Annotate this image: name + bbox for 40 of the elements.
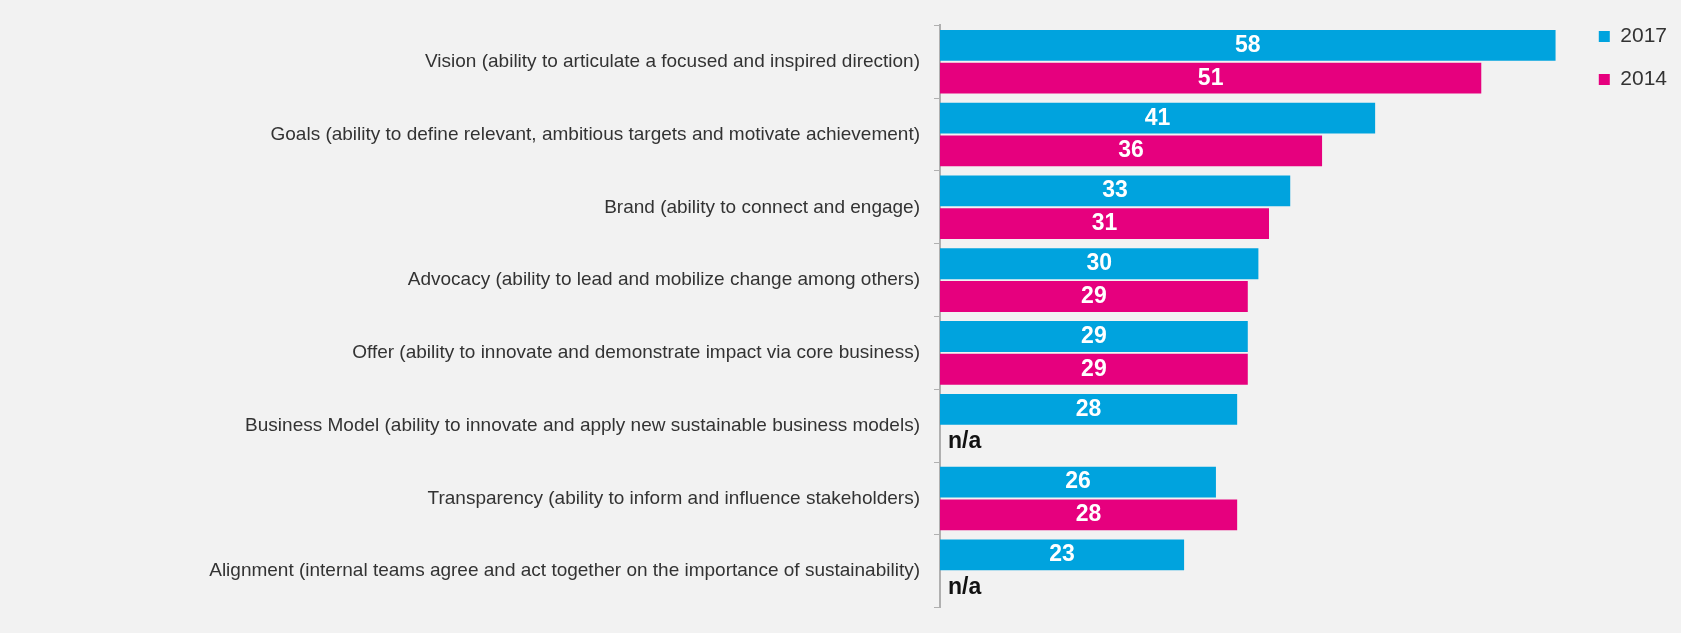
data-label: 30 <box>1086 249 1112 276</box>
data-label: 31 <box>1091 209 1118 236</box>
text: n/a <box>948 572 982 599</box>
data-label: 29 <box>1081 354 1107 381</box>
data-label: 29 <box>1081 281 1107 308</box>
y-tick-label: Brand (ability to connect and engage) <box>604 195 920 217</box>
y-tick-label: Transparency (ability to inform and influence stakeholders) <box>427 486 920 508</box>
bar <box>940 175 1291 207</box>
bar <box>940 62 1482 94</box>
legend-label: 2014 <box>1620 66 1668 90</box>
bar <box>940 102 1376 134</box>
data-label: 41 <box>1144 103 1171 130</box>
bar <box>940 30 1556 61</box>
y-tick-label: Offer (ability to innovate and demonstrate impact via core business) <box>352 341 920 363</box>
data-label: 23 <box>1049 540 1075 567</box>
bar <box>940 539 1185 571</box>
bar <box>940 393 1238 425</box>
bar <box>940 353 1248 385</box>
data-label: 51 <box>1197 63 1224 90</box>
data-label: 28 <box>1075 500 1102 527</box>
y-tick-label: Business Model (ability to innovate and apply new sustainable business models) <box>245 413 920 435</box>
legend-label: 2017 <box>1620 23 1667 47</box>
bar <box>940 466 1216 498</box>
data-label: 26 <box>1065 467 1091 494</box>
y-tick-label: Vision (ability to articulate a focused and inspired direction) <box>425 50 920 72</box>
bar <box>940 248 1259 280</box>
bar <box>940 281 1248 312</box>
data-label: 58 <box>1234 30 1261 57</box>
data-label: 29 <box>1081 321 1107 348</box>
data-label: 28 <box>1075 394 1102 421</box>
y-tick-label: Advocacy (ability to lead and mobilize change among others) <box>407 268 920 290</box>
y-tick-label: Alignment (internal teams agree and act together on the importance of sustainability) <box>209 559 920 581</box>
bar <box>940 499 1238 531</box>
bar <box>940 135 1323 167</box>
y-tick-label: Goals (ability to define relevant, ambitious targets and motivate achievement) <box>270 122 920 144</box>
bar <box>940 208 1270 240</box>
text: n/a <box>948 427 982 454</box>
data-label: 33 <box>1102 176 1128 203</box>
bar <box>940 321 1248 352</box>
data-label: 36 <box>1118 136 1144 163</box>
